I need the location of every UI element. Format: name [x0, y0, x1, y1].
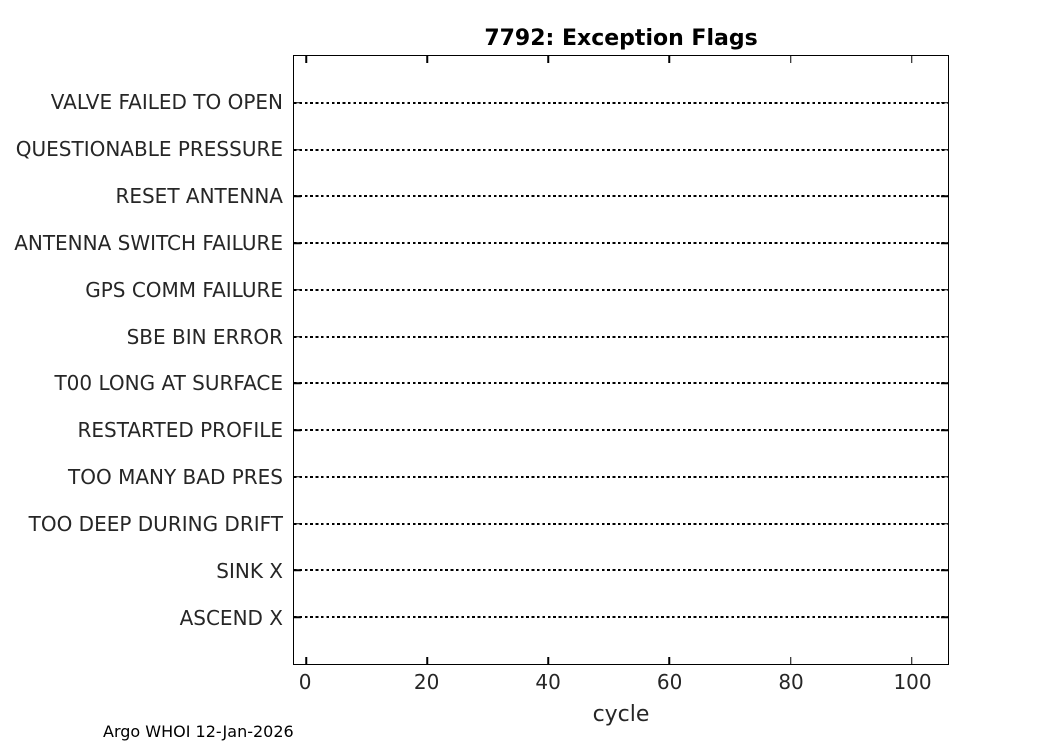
y-axis-tick-left: [294, 242, 301, 244]
y-axis-tick-right: [941, 569, 948, 572]
y-tick-label: QUESTIONABLE PRESSURE: [15, 136, 283, 161]
y-tick-label: GPS COMM FAILURE: [85, 277, 283, 302]
x-axis-tick-top: [305, 56, 307, 63]
y-tick-label: VALVE FAILED TO OPEN: [50, 89, 283, 114]
x-axis-tick-top: [789, 56, 792, 63]
footer-text: Argo WHOI 12-Jan-2026: [103, 722, 294, 741]
category-gridline: [294, 101, 948, 104]
x-tick-label: 100: [893, 670, 932, 694]
x-axis-tick-bottom: [547, 657, 550, 664]
x-axis-tick-bottom: [426, 657, 428, 664]
y-axis-tick-left: [294, 382, 301, 385]
category-gridline: [294, 475, 948, 478]
y-tick-label: T00 LONG AT SURFACE: [54, 371, 283, 396]
y-tick-label: ANTENNA SWITCH FAILURE: [14, 230, 283, 255]
y-axis-tick-left: [294, 335, 301, 338]
y-tick-label: ASCEND X: [179, 606, 283, 631]
category-gridline: [294, 569, 948, 572]
x-axis-tick-top: [910, 56, 913, 63]
x-tick-label: 0: [298, 670, 312, 694]
y-axis-tick-right: [941, 335, 948, 338]
y-axis-tick-right: [941, 476, 948, 478]
y-axis-tick-left: [294, 476, 301, 478]
category-gridline: [294, 616, 948, 619]
x-tick-label: 20: [413, 670, 440, 694]
y-axis-tick-left: [294, 616, 301, 618]
y-axis-tick-right: [941, 148, 948, 151]
y-axis-tick-left: [294, 148, 301, 151]
category-gridline: [294, 148, 948, 151]
category-gridline: [294, 429, 948, 432]
y-axis-tick-right: [941, 242, 948, 244]
x-axis-tick-bottom: [305, 657, 307, 664]
y-axis-tick-left: [294, 569, 301, 572]
y-axis-tick-left: [294, 102, 301, 104]
y-tick-label: TOO MANY BAD PRES: [68, 465, 283, 490]
y-tick-label: SBE BIN ERROR: [126, 324, 283, 349]
x-axis-tick-bottom: [910, 657, 913, 664]
x-axis-label: cycle: [592, 702, 650, 727]
chart-title: 7792: Exception Flags: [484, 26, 758, 51]
y-axis-tick-right: [941, 616, 948, 618]
y-axis-tick-left: [294, 429, 301, 431]
y-tick-label: RESET ANTENNA: [115, 183, 283, 208]
plot-area: [293, 55, 949, 665]
y-axis-tick-right: [941, 195, 948, 198]
category-gridline: [294, 288, 948, 291]
y-axis-tick-left: [294, 522, 301, 525]
x-tick-label: 40: [535, 670, 561, 694]
category-gridline: [294, 195, 948, 198]
x-tick-label: 80: [778, 670, 804, 694]
x-axis-tick-bottom: [789, 657, 792, 664]
y-tick-label: SINK X: [216, 559, 283, 584]
category-gridline: [294, 242, 948, 245]
x-tick-label: 60: [656, 670, 683, 694]
x-axis-tick-top: [547, 56, 550, 63]
y-axis-tick-left: [294, 289, 301, 291]
y-tick-label: RESTARTED PROFILE: [77, 418, 283, 443]
y-axis-tick-left: [294, 195, 301, 198]
y-axis-tick-right: [941, 102, 948, 104]
y-axis-tick-right: [941, 522, 948, 525]
x-axis-tick-top: [426, 56, 428, 63]
y-axis-tick-right: [941, 382, 948, 385]
y-axis-tick-right: [941, 429, 948, 431]
y-axis-tick-right: [941, 289, 948, 291]
category-gridline: [294, 382, 948, 385]
category-gridline: [294, 335, 948, 338]
x-axis-tick-top: [668, 56, 671, 63]
x-axis-tick-bottom: [668, 657, 671, 664]
category-gridline: [294, 522, 948, 525]
y-tick-label: TOO DEEP DURING DRIFT: [28, 512, 283, 537]
